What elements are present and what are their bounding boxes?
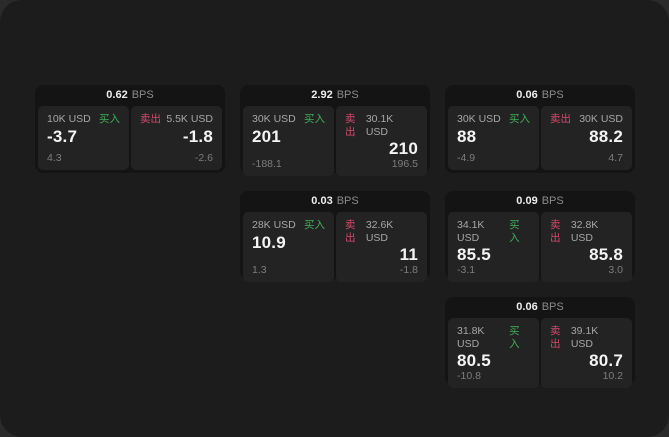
- sell-side-label: 卖出: [345, 113, 356, 138]
- buy-delta: -4.9: [457, 151, 476, 164]
- quote-tiles: 30K USD 买入 88 -4.9 卖出 30K USD 88.2 4.7: [448, 106, 632, 170]
- sell-price: 80.7: [589, 351, 623, 371]
- buy-quote-tile[interactable]: 30K USD 买入 201 -188.1: [243, 106, 334, 177]
- quote-card: 0.06 BPS 30K USD 买入 88 -4.9 卖出 30K USD 8…: [445, 85, 635, 173]
- sell-delta: 10.2: [602, 369, 623, 382]
- bps-value: 0.09: [516, 195, 538, 207]
- sell-side-label: 卖出: [550, 325, 561, 350]
- buy-amount: 31.8K USD: [457, 325, 485, 350]
- bps-header: 0.62 BPS: [38, 85, 222, 106]
- sell-quote-tile[interactable]: 卖出 30K USD 88.2 4.7: [541, 106, 632, 170]
- quote-tiles: 34.1K USD 买入 85.5 -3.1 卖出 32.8K USD 85.8…: [448, 212, 632, 283]
- buy-amount: 30K USD: [457, 113, 501, 125]
- buy-quote-tile[interactable]: 34.1K USD 买入 85.5 -3.1: [448, 212, 539, 283]
- bps-unit-label: BPS: [336, 89, 359, 101]
- bps-header: 0.06 BPS: [448, 297, 632, 318]
- quote-tiles: 28K USD 买入 10.9 1.3 卖出 32.6K USD 11 -1.8: [243, 212, 427, 283]
- sell-delta: 196.5: [391, 157, 418, 170]
- quote-tiles: 31.8K USD 买入 80.5 -10.8 卖出 39.1K USD 80.…: [448, 318, 632, 389]
- sell-side-label: 卖出: [550, 219, 561, 244]
- sell-quote-tile[interactable]: 卖出 32.8K USD 85.8 3.0: [541, 212, 632, 283]
- buy-side-label: 买入: [509, 219, 520, 244]
- sell-price: 210: [389, 139, 418, 159]
- sell-amount: 5.5K USD: [166, 113, 213, 125]
- buy-quote-tile[interactable]: 10K USD 买入 -3.7 4.3: [38, 106, 129, 170]
- sell-price: 88.2: [589, 126, 623, 146]
- quote-card: 0.09 BPS 34.1K USD 买入 85.5 -3.1 卖出 32.8K…: [445, 191, 635, 283]
- bps-header: 0.03 BPS: [243, 191, 427, 212]
- sell-delta: 3.0: [608, 263, 623, 276]
- bps-value: 0.03: [311, 195, 333, 207]
- buy-price: 201: [252, 126, 281, 146]
- sell-quote-tile[interactable]: 卖出 39.1K USD 80.7 10.2: [541, 318, 632, 389]
- buy-quote-tile[interactable]: 28K USD 买入 10.9 1.3: [243, 212, 334, 283]
- buy-price: 88: [457, 126, 477, 146]
- sell-side-label: 卖出: [345, 219, 356, 244]
- buy-side-label: 买入: [304, 219, 325, 231]
- sell-quote-tile[interactable]: 卖出 30.1K USD 210 196.5: [336, 106, 427, 177]
- sell-delta: -1.8: [399, 263, 418, 276]
- sell-price: -1.8: [182, 126, 213, 146]
- buy-amount: 30K USD: [252, 113, 296, 125]
- sell-side-label: 卖出: [140, 113, 161, 125]
- quote-card: 2.92 BPS 30K USD 买入 201 -188.1 卖出 30.1K …: [240, 85, 430, 177]
- buy-side-label: 买入: [509, 113, 530, 125]
- buy-price: 85.5: [457, 245, 491, 265]
- buy-price: -3.7: [47, 126, 78, 146]
- quote-card: 0.06 BPS 31.8K USD 买入 80.5 -10.8 卖出 39.1…: [445, 297, 635, 389]
- bps-header: 2.92 BPS: [243, 85, 427, 106]
- sell-price: 11: [399, 245, 418, 265]
- bps-unit-label: BPS: [541, 301, 564, 313]
- sell-amount: 32.6K USD: [365, 219, 394, 244]
- bps-header: 0.06 BPS: [448, 85, 632, 106]
- sell-quote-tile[interactable]: 卖出 32.6K USD 11 -1.8: [336, 212, 427, 283]
- sell-amount: 39.1K USD: [570, 325, 599, 350]
- bps-value: 2.92: [311, 89, 333, 101]
- buy-delta: -3.1: [457, 263, 476, 276]
- buy-side-label: 买入: [509, 325, 520, 350]
- buy-amount: 34.1K USD: [457, 219, 485, 244]
- quote-tiles: 30K USD 买入 201 -188.1 卖出 30.1K USD 210 1…: [243, 106, 427, 177]
- bps-unit-label: BPS: [131, 89, 154, 101]
- bps-value: 0.06: [516, 89, 538, 101]
- sell-side-label: 卖出: [550, 113, 571, 125]
- sell-amount: 30.1K USD: [365, 113, 394, 138]
- buy-quote-tile[interactable]: 30K USD 买入 88 -4.9: [448, 106, 539, 170]
- sell-price: 85.8: [589, 245, 623, 265]
- quote-tiles: 10K USD 买入 -3.7 4.3 卖出 5.5K USD -1.8 -2.…: [38, 106, 222, 170]
- sell-delta: -2.6: [194, 151, 213, 164]
- buy-delta: -10.8: [457, 369, 481, 382]
- bps-value: 0.62: [106, 89, 128, 101]
- buy-price: 10.9: [252, 232, 286, 252]
- buy-delta: 4.3: [47, 151, 62, 164]
- quote-card: 0.62 BPS 10K USD 买入 -3.7 4.3 卖出 5.5K USD…: [35, 85, 225, 173]
- bps-unit-label: BPS: [541, 195, 564, 207]
- bps-unit-label: BPS: [541, 89, 564, 101]
- sell-amount: 30K USD: [579, 113, 623, 125]
- bps-value: 0.06: [516, 301, 538, 313]
- bps-unit-label: BPS: [336, 195, 359, 207]
- buy-delta: -188.1: [252, 157, 282, 170]
- buy-delta: 1.3: [252, 263, 267, 276]
- buy-amount: 10K USD: [47, 113, 91, 125]
- bps-header: 0.09 BPS: [448, 191, 632, 212]
- buy-side-label: 买入: [304, 113, 325, 125]
- buy-side-label: 买入: [99, 113, 120, 125]
- buy-quote-tile[interactable]: 31.8K USD 买入 80.5 -10.8: [448, 318, 539, 389]
- sell-amount: 32.8K USD: [570, 219, 599, 244]
- quote-card: 0.03 BPS 28K USD 买入 10.9 1.3 卖出 32.6K US…: [240, 191, 430, 283]
- sell-quote-tile[interactable]: 卖出 5.5K USD -1.8 -2.6: [131, 106, 222, 170]
- sell-delta: 4.7: [608, 151, 623, 164]
- buy-amount: 28K USD: [252, 219, 296, 231]
- buy-price: 80.5: [457, 351, 491, 371]
